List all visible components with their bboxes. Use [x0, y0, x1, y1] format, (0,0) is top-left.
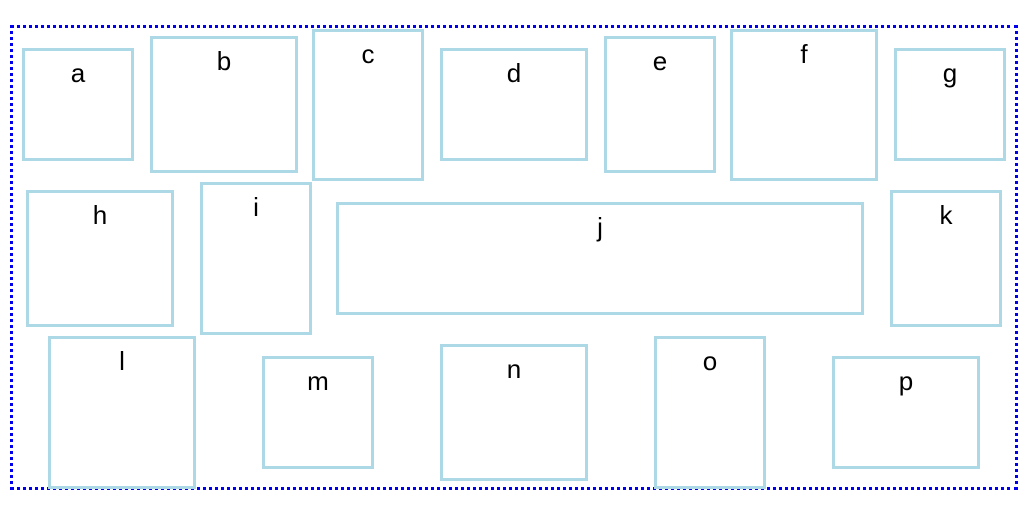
box-f: f — [730, 29, 878, 181]
box-c-label: c — [361, 39, 375, 69]
box-j: j — [336, 202, 864, 315]
box-i: i — [200, 182, 312, 335]
box-e: e — [604, 36, 716, 173]
box-j-label: j — [597, 212, 603, 242]
box-d-label: d — [506, 58, 522, 88]
box-b: b — [150, 36, 298, 173]
box-g: g — [894, 48, 1006, 161]
box-l-label: l — [119, 346, 125, 376]
box-p: p — [832, 356, 980, 469]
box-c: c — [312, 29, 424, 181]
box-b-label: b — [216, 46, 232, 76]
box-n-label: n — [506, 354, 522, 384]
box-m-label: m — [307, 366, 329, 396]
box-d: d — [440, 48, 588, 161]
box-h-label: h — [92, 200, 108, 230]
box-o-label: o — [702, 346, 718, 376]
box-f-label: f — [800, 39, 808, 69]
box-a-label: a — [70, 58, 86, 88]
box-o: o — [654, 336, 766, 489]
box-m: m — [262, 356, 374, 469]
box-h: h — [26, 190, 174, 327]
box-i-label: i — [253, 192, 259, 222]
box-k-label: k — [939, 200, 953, 230]
box-a: a — [22, 48, 134, 161]
box-k: k — [890, 190, 1002, 327]
box-p-label: p — [898, 366, 914, 396]
box-n: n — [440, 344, 588, 481]
box-g-label: g — [942, 58, 958, 88]
box-l: l — [48, 336, 196, 489]
box-e-label: e — [652, 46, 668, 76]
flex-container — [10, 25, 1018, 490]
